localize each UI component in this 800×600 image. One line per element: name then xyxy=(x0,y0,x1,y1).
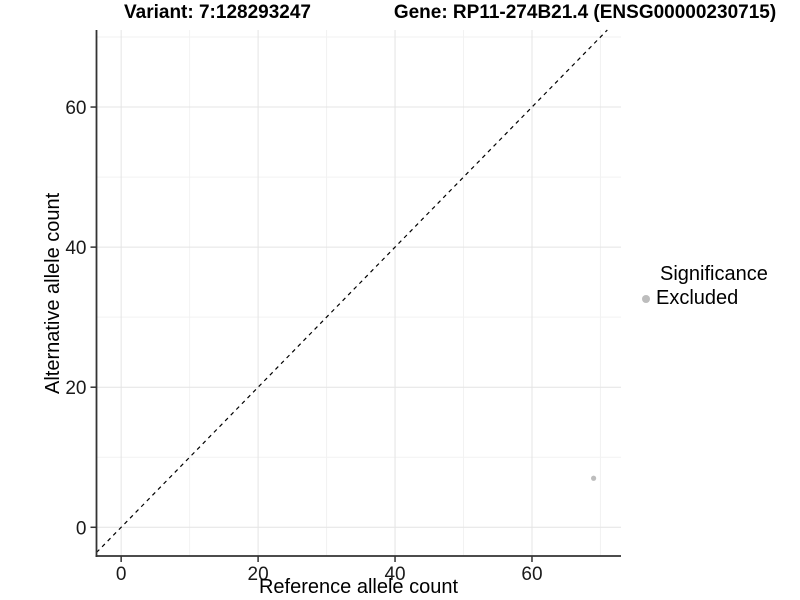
y-tick-label: 20 xyxy=(65,378,86,399)
excluded-point-icon xyxy=(642,294,650,303)
x-axis-title: Reference allele count xyxy=(258,576,458,598)
x-tick-label: 20 xyxy=(248,564,269,585)
legend-item-excluded: Excluded xyxy=(638,287,738,310)
identity-dashed-line xyxy=(96,29,608,553)
legend-item-label: Excluded xyxy=(656,287,739,309)
y-tick-label: 60 xyxy=(65,98,86,119)
y-tick-label: 40 xyxy=(65,238,86,259)
y-tick-label: 0 xyxy=(76,518,87,539)
legend-key xyxy=(638,291,654,307)
x-tick-label: 40 xyxy=(384,564,405,585)
legend-title: Significance xyxy=(660,263,768,285)
x-tick-label: 0 xyxy=(116,564,127,585)
variant-title: Variant: 7:128293247 xyxy=(124,2,311,23)
gene-title: Gene: RP11-274B21.4 (ENSG00000230715) xyxy=(393,2,777,23)
x-tick-label: 60 xyxy=(521,564,542,585)
data-point xyxy=(591,475,597,481)
